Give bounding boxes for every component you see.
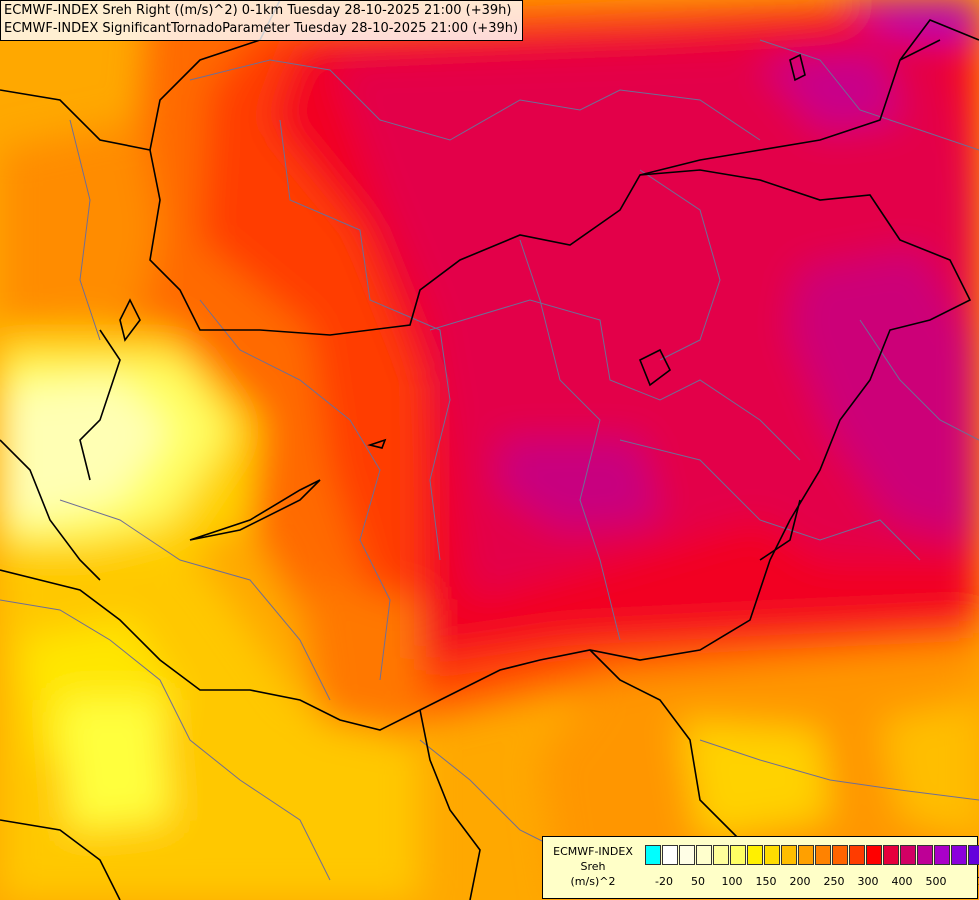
legend-swatch	[747, 845, 763, 865]
legend-swatch	[645, 845, 661, 865]
legend-tick-label: 300	[857, 875, 879, 888]
legend-source: ECMWF-INDEX	[553, 845, 633, 858]
legend-swatch	[832, 845, 848, 865]
legend-swatch	[798, 845, 814, 865]
legend-swatch	[934, 845, 950, 865]
legend-swatch	[866, 845, 882, 865]
legend-swatch	[662, 845, 678, 865]
legend-swatch	[764, 845, 780, 865]
region-lines	[0, 39, 979, 881]
legend-swatch	[713, 845, 729, 865]
legend-tick-label: 100	[721, 875, 743, 888]
legend-swatch	[696, 845, 712, 865]
legend-tick-label: 700	[977, 875, 979, 888]
map-title-box: ECMWF-INDEX Sreh Right ((m/s)^2) 0-1km T…	[0, 0, 524, 41]
legend-title: ECMWF-INDEX Sreh (m/s)^2	[543, 844, 643, 889]
legend-swatch	[815, 845, 831, 865]
legend-tick-label: 500	[925, 875, 947, 888]
legend-tick-label: -20	[655, 875, 673, 888]
title-sreh: ECMWF-INDEX Sreh Right ((m/s)^2) 0-1km T…	[4, 3, 512, 18]
legend-tick-label: 200	[789, 875, 811, 888]
legend-tick-label: 50	[691, 875, 705, 888]
legend-tick-label: 400	[891, 875, 913, 888]
legend-swatch	[781, 845, 797, 865]
legend-tick-label: 250	[823, 875, 845, 888]
legend-unit: (m/s)^2	[570, 875, 616, 888]
legend-color-bar	[645, 845, 979, 865]
legend-swatch	[951, 845, 967, 865]
legend-swatch	[900, 845, 916, 865]
legend-swatch	[679, 845, 695, 865]
color-legend: ECMWF-INDEX Sreh (m/s)^2 -20 50 100 150 200 2…	[542, 836, 979, 899]
legend-swatch	[849, 845, 865, 865]
legend-swatch	[883, 845, 899, 865]
legend-variable: Sreh	[580, 860, 606, 873]
legend-tick-label: 150	[755, 875, 777, 888]
legend-swatch	[968, 845, 979, 865]
legend-swatch	[730, 845, 746, 865]
legend-swatch	[917, 845, 933, 865]
legend-ticks: -20 50 100 150 200 250 300 400 500 700	[645, 875, 979, 891]
title-stp: ECMWF-INDEX SignificantTornadoParameter …	[4, 21, 519, 36]
